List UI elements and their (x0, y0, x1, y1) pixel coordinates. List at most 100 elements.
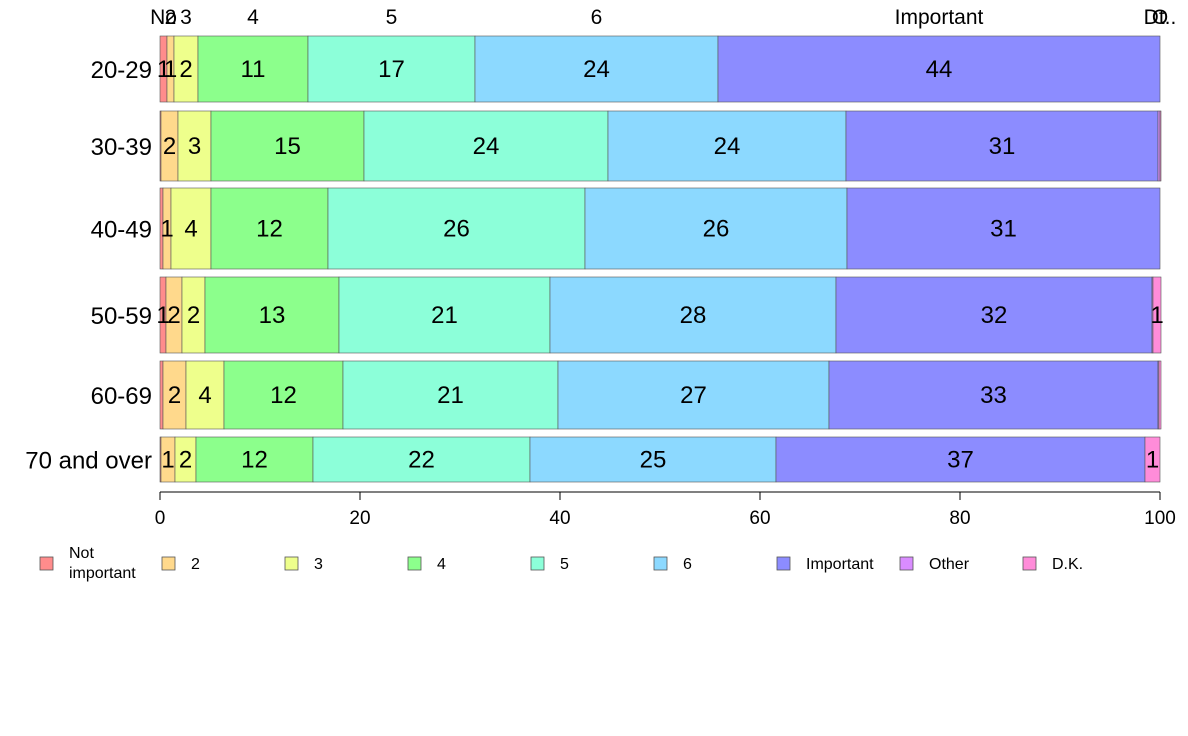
data-label: 11 (241, 56, 266, 83)
legend-swatch (39, 556, 54, 571)
series-top-label: 3 (180, 6, 192, 29)
data-label: 33 (980, 382, 1007, 409)
bar-segment (1144, 436, 1161, 483)
bar-segment (1152, 276, 1162, 354)
data-label: 22 (408, 447, 435, 474)
data-label: 12 (241, 447, 268, 474)
bar-segment (210, 110, 365, 182)
series-top-label: 2 (165, 6, 177, 29)
data-label: 1 (1150, 302, 1163, 329)
data-label: 1 (160, 216, 173, 243)
bar-segment (312, 436, 531, 483)
bar-segment (204, 276, 340, 354)
series-top-label: 6 (591, 6, 603, 29)
data-label: 31 (990, 216, 1017, 243)
legend-label: 6 (683, 556, 692, 573)
data-label: 27 (680, 382, 707, 409)
series-top-label: 4 (247, 6, 259, 29)
category-label: 70 and over (25, 448, 152, 475)
legend-label: 5 (560, 556, 569, 573)
bar-segment (1159, 110, 1162, 182)
bar-segment (828, 360, 1159, 430)
bar-segment (327, 187, 586, 270)
data-label: 13 (259, 302, 286, 329)
series-top-label: 5 (386, 6, 398, 29)
legend-swatch (161, 556, 176, 571)
data-label: 1 (1146, 447, 1159, 474)
bar-segment (846, 187, 1161, 270)
legend-swatch (284, 556, 299, 571)
bar-segment (210, 187, 329, 270)
x-axis: 0 20 40 60 80 100 (155, 491, 1176, 529)
legend-label: Other (929, 556, 970, 573)
bar-segment (1158, 360, 1162, 430)
category-label: 50-59 (91, 303, 152, 330)
series-top-label: Dt.. (1144, 6, 1177, 29)
category-label: 20-29 (91, 57, 152, 84)
data-label: 1 (164, 56, 177, 83)
bar-segment (338, 276, 551, 354)
data-label: 4 (198, 382, 211, 409)
top-labels-layer: No2 3 4 5 6 Important ODt.. (150, 6, 1176, 29)
bar-segment (775, 436, 1146, 483)
data-label: 1 (161, 447, 174, 474)
data-label: 2 (163, 133, 176, 160)
data-label: 2 (187, 302, 200, 329)
data-label: 12 (270, 382, 297, 409)
data-label: 17 (378, 56, 405, 83)
category-label: 60-69 (91, 383, 152, 410)
series-top-label: O (1152, 6, 1168, 29)
legend-swatch (1022, 556, 1037, 571)
bar-segment (835, 276, 1153, 354)
legend-label: Important (806, 556, 874, 573)
legend-swatch (407, 556, 422, 571)
series-top-label: No (150, 6, 177, 29)
data-label: 32 (981, 302, 1008, 329)
bar-segment (584, 187, 848, 270)
x-tick-label: 80 (949, 508, 970, 529)
bar-segment (223, 360, 344, 430)
data-label: 28 (680, 302, 707, 329)
data-label: 21 (437, 382, 464, 409)
legend-swatch (776, 556, 791, 571)
bar-segment (342, 360, 559, 430)
bar-segment (173, 35, 199, 103)
bar-segment (529, 436, 777, 483)
bars-layer (159, 35, 1162, 483)
data-label: 15 (274, 133, 301, 160)
data-label: 1 (157, 56, 170, 83)
data-label: 4 (184, 216, 197, 243)
bar-segment (307, 35, 476, 103)
legend-swatch (530, 556, 545, 571)
category-label: 30-39 (91, 134, 152, 161)
category-label: 40-49 (91, 217, 152, 244)
bar-segment (363, 110, 609, 182)
legend-swatch (899, 556, 914, 571)
legend-swatch (653, 556, 668, 571)
legend: Not important 2 3 4 5 6 Important Other D.K. (39, 545, 1083, 582)
data-label: 37 (947, 447, 974, 474)
data-label: 31 (989, 133, 1016, 160)
bar-segment (557, 360, 830, 430)
bar-segment (474, 35, 719, 103)
data-label: 24 (473, 133, 500, 160)
bar-segment (170, 187, 212, 270)
bar-segment (159, 360, 164, 430)
legend-label: 3 (314, 556, 323, 573)
data-label: 26 (443, 216, 470, 243)
series-top-label: Important (895, 6, 984, 29)
data-label: 2 (167, 302, 180, 329)
x-tick-label: 60 (749, 508, 770, 529)
data-label: 24 (714, 133, 741, 160)
data-label: 26 (703, 216, 730, 243)
bar-segment (607, 110, 847, 182)
x-tick-label: 20 (349, 508, 370, 529)
legend-label: Not important (69, 545, 136, 582)
bar-segment (549, 276, 837, 354)
data-label: 21 (431, 302, 458, 329)
data-label: 2 (179, 56, 192, 83)
data-label: 44 (926, 56, 953, 83)
data-label: 12 (256, 216, 283, 243)
